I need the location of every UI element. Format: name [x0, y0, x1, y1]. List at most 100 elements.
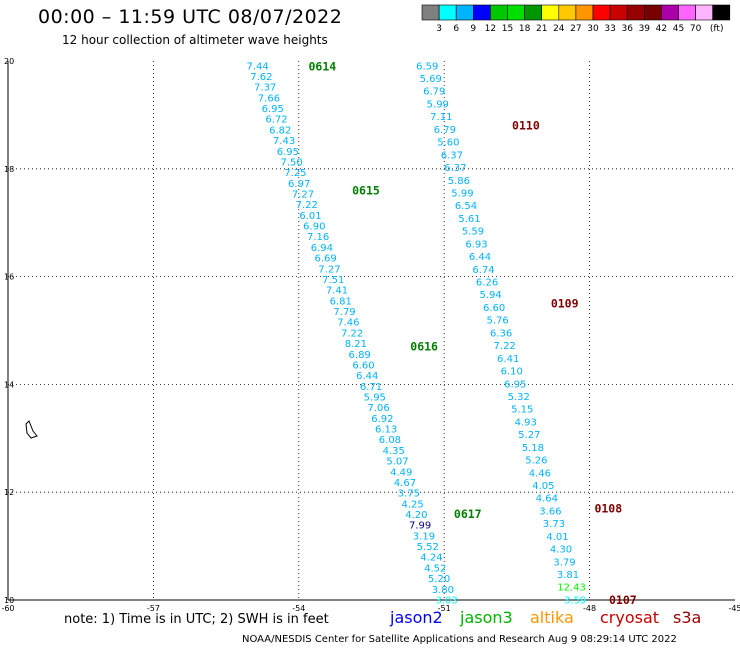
wave-height-value: 4.49 [390, 467, 412, 478]
wave-height-value: 6.72 [265, 115, 287, 126]
satellite-jason3: jason3 [460, 608, 513, 627]
wave-height-value: 5.07 [386, 457, 408, 468]
wave-height-value: 6.82 [269, 125, 291, 136]
wave-height-value: 6.79 [434, 125, 456, 136]
lat-tick-label: 16 [4, 273, 14, 282]
wave-height-value: 7.51 [322, 275, 344, 286]
wave-height-value: 5.18 [522, 443, 544, 454]
legend-label: 24 [553, 24, 565, 34]
lon-tick-label: -60 [1, 604, 14, 612]
legend-label: 9 [470, 24, 476, 34]
wave-height-value: 5.60 [437, 138, 459, 149]
wave-height-value: 3.79 [553, 557, 575, 568]
wave-height-value: 5.94 [479, 290, 501, 301]
wave-height-value: 5.15 [511, 405, 533, 416]
wave-height-value: 6.13 [375, 425, 397, 436]
satellite-altika: altika [530, 608, 574, 627]
pass-id-label: 0616 [410, 340, 438, 354]
wave-height-value: 6.59 [416, 61, 438, 72]
wave-height-value: 7.37 [254, 83, 276, 94]
credit-line: NOAA/NESDIS Center for Satellite Applica… [242, 634, 677, 645]
lat-tick-label: 20 [4, 57, 14, 66]
lat-tick-label: 18 [4, 165, 14, 174]
footer-note: note: 1) Time is in UTC; 2) SWH is in fe… [64, 612, 329, 627]
wave-height-value: 12.43 [557, 583, 586, 594]
wave-height-value: 5.59 [462, 227, 484, 238]
wave-height-value: 4.01 [546, 532, 568, 543]
wave-height-value: 6.08 [379, 435, 401, 446]
legend-label: 6 [453, 24, 459, 34]
wave-height-value: 5.86 [448, 176, 470, 187]
island-outline [25, 420, 38, 439]
pass-id-label: 0107 [609, 593, 637, 607]
wave-height-value: 4.64 [536, 494, 558, 505]
pass-id-label: 0110 [512, 119, 540, 133]
wave-height-value: 6.89 [349, 350, 371, 361]
wave-height-value: 6.95 [262, 104, 284, 115]
legend-label: 15 [502, 24, 513, 34]
wave-height-value: 6.71 [360, 382, 382, 393]
legend-label: 45 [673, 24, 684, 34]
legend-unit: (ft) [710, 24, 724, 34]
legend-label: 39 [639, 24, 651, 34]
legend-label: 21 [536, 24, 547, 34]
wave-height-value: 6.44 [356, 371, 378, 382]
wave-height-value: 7.43 [273, 136, 295, 147]
wave-height-value: 7.06 [367, 403, 389, 414]
pass-labels: 0614 0615 0616 0617 0110 0109 0108 0107 [308, 59, 636, 607]
wave-height-value: 6.94 [311, 243, 333, 254]
legend-label: 27 [570, 24, 581, 34]
wave-height-value: 6.92 [371, 414, 393, 425]
wave-height-value: 3.19 [413, 531, 435, 542]
wave-height-value: 4.30 [550, 545, 572, 556]
wave-height-value: 7.41 [326, 286, 348, 297]
wave-height-value: 3.81 [557, 570, 579, 581]
wave-height-value: 5.32 [508, 392, 530, 403]
wave-height-value: 7.62 [250, 72, 272, 83]
wave-height-value: 6.44 [469, 252, 491, 263]
wave-height-value: 6.60 [483, 303, 505, 314]
wave-height-value: 7.99 [409, 521, 431, 532]
pass-id-label: 0614 [308, 59, 336, 73]
lat-tick-label: 14 [4, 380, 14, 389]
wave-height-value: 6.01 [299, 211, 321, 222]
satellite-cryosat: cryosat [600, 608, 660, 627]
wave-height-value: 5.27 [518, 430, 540, 441]
pass-id-label: 0108 [594, 501, 622, 515]
pass-id-label: 0617 [454, 507, 482, 521]
wave-height-value: 3.59 [564, 595, 586, 606]
legend-label: 33 [604, 24, 615, 34]
wave-height-value: 6.81 [330, 296, 352, 307]
legend-label: 42 [656, 24, 667, 34]
wave-height-value: 6.90 [303, 222, 325, 233]
wave-height-value: 7.79 [333, 307, 355, 318]
wave-height-value: 6.36 [490, 328, 512, 339]
wave-height-value: 7.16 [307, 232, 329, 243]
wave-height-value: 3.73 [543, 519, 565, 530]
lon-tick-label: -54 [292, 604, 305, 612]
wave-height-value: 4.93 [515, 417, 537, 428]
wave-height-color-legend: 3 6 9 12 15 18 21 24 27 30 33 36 39 42 45 70 (ft) [421, 4, 731, 34]
wave-height-value: 6.97 [288, 179, 310, 190]
wave-height-value: 6.10 [501, 367, 523, 378]
lat-tick-label: 10 [4, 596, 14, 605]
map-title: 00:00 – 11:59 UTC 08/07/2022 [38, 6, 343, 28]
wave-height-value: 3.03 [435, 595, 457, 606]
wave-height-value: 6.41 [497, 354, 519, 365]
wave-height-value: 8.21 [345, 339, 367, 350]
wave-height-value: 6.95 [504, 379, 526, 390]
wave-height-value: 7.46 [337, 318, 359, 329]
wave-height-value: 4.52 [424, 563, 446, 574]
lon-tick-label: -57 [147, 604, 160, 612]
wave-height-value: 7.27 [292, 190, 314, 201]
satellite-s3a: s3a [673, 608, 702, 627]
legend-label: 36 [621, 24, 633, 34]
legend-swatch [712, 4, 731, 21]
wave-height-value: 6.37 [441, 150, 463, 161]
wave-height-value: 5.99 [427, 99, 449, 110]
wave-height-value: 4.67 [394, 478, 416, 489]
wave-height-value: 7.22 [296, 200, 318, 211]
wave-height-value: 6.69 [315, 254, 337, 265]
wave-height-value: 6.95 [277, 147, 299, 158]
